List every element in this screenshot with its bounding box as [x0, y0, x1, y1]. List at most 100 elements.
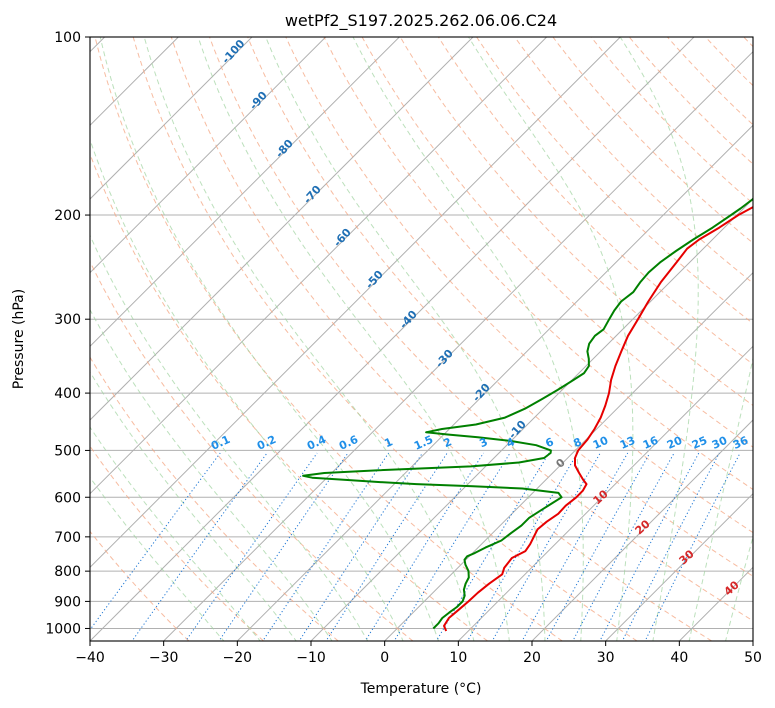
mixing-ratio-line	[572, 452, 675, 641]
x-tick-label: 0	[380, 650, 389, 666]
moist-adiabat-line	[725, 534, 753, 641]
moist-adiabat-label: 10	[591, 487, 611, 507]
dry-adiabat-line	[90, 260, 414, 641]
dry-adiabat-line	[705, 37, 753, 87]
dry-adiabat-line	[437, 37, 753, 365]
x-tick-label: 20	[523, 650, 541, 666]
mixing-ratio-label: 13	[618, 434, 637, 452]
y-tick-label: 700	[54, 530, 81, 546]
y-tick-label: 500	[54, 443, 81, 459]
isotherm-line	[90, 37, 253, 200]
mixing-ratio-label: 10	[591, 434, 611, 452]
moist-adiabat-line	[90, 138, 404, 641]
dry-adiabat-label: -70	[301, 183, 324, 207]
dry-adiabat-label: -50	[363, 268, 386, 292]
mixing-ratio-line	[466, 452, 579, 641]
dry-adiabat-line	[628, 37, 753, 165]
isotherm-line	[457, 345, 753, 641]
mixing-ratio-line	[185, 452, 318, 641]
mixing-ratio-label: 25	[690, 434, 709, 452]
mixing-ratio-label: 0.6	[337, 433, 360, 453]
dry-adiabat-line	[361, 37, 753, 448]
x-tick-label: −10	[296, 650, 326, 666]
plot-area	[90, 37, 753, 641]
mixing-ratio-line	[218, 452, 349, 641]
isotherm-line	[163, 50, 753, 641]
mixing-ratio-line	[599, 452, 700, 641]
mixing-ratio-label: 0.4	[305, 433, 328, 453]
isotherm-line	[752, 640, 753, 641]
isotherm-line	[236, 124, 753, 641]
dry-adiabat-line	[514, 37, 753, 284]
x-axis-label: Temperature (°C)	[360, 681, 482, 697]
x-tick-label: 50	[744, 650, 762, 666]
mixing-ratio-label: 8	[571, 435, 583, 450]
plot-frame	[89, 36, 754, 642]
mixing-ratio-line	[545, 452, 651, 641]
x-tick-label: −40	[75, 650, 105, 666]
moist-adiabat-line	[99, 37, 440, 641]
dry-adiabat-label: -80	[273, 137, 296, 161]
dry-adiabat-line	[399, 37, 753, 407]
moist-adiabat-line	[265, 37, 546, 641]
moist-adiabat-label: 0	[553, 456, 568, 471]
dry-adiabat-line	[90, 152, 488, 641]
temperature-profile-line	[443, 205, 753, 632]
moist-adiabat-line	[352, 37, 584, 641]
isotherm-line	[90, 37, 548, 495]
isotherm-line	[384, 271, 753, 641]
moist-adiabat-label: 20	[633, 517, 653, 537]
dry-adiabat-label: -20	[470, 381, 493, 405]
x-axis-ticks: −40 −30 −20 −10 0 10 20 30 40 50	[75, 641, 762, 666]
y-tick-label: 800	[54, 564, 81, 580]
moist-adiabat-line	[197, 37, 510, 641]
moist-adiabat-line	[468, 37, 634, 641]
mixing-ratio-line	[325, 452, 448, 641]
dewpoint-profile-line	[302, 197, 753, 630]
y-axis-ticks: 100 200 300 400 500 600 700 800 900 1000	[45, 30, 90, 637]
moist-adiabat-line	[90, 308, 333, 641]
mixing-ratio-label: 36	[731, 434, 751, 452]
moist-adiabat-line	[619, 37, 699, 641]
mixing-ratio-line	[621, 452, 720, 641]
y-tick-label: 1000	[45, 621, 81, 637]
dry-adiabat-label: -100	[219, 37, 247, 66]
dry-adiabat-line	[132, 37, 638, 641]
y-tick-label: 400	[54, 386, 81, 402]
dry-adiabat-line	[247, 37, 753, 577]
dry-adiabat-line	[170, 37, 712, 641]
mixing-ratio-line	[435, 452, 550, 641]
y-tick-label: 600	[54, 490, 81, 506]
dry-adiabat-line	[743, 37, 753, 48]
dry-adiabat-label: -30	[433, 347, 456, 371]
mixing-ratio-label: 30	[710, 434, 730, 452]
mixing-ratio-line	[393, 452, 511, 641]
x-tick-label: −30	[149, 650, 179, 666]
moist-adiabat-label: 30	[677, 547, 697, 567]
moist-adiabat-line	[90, 234, 369, 641]
dry-adiabat-line	[90, 356, 339, 641]
isotherm-line	[605, 492, 753, 641]
isotherm-line	[90, 37, 474, 421]
isotherm-line	[90, 37, 695, 641]
x-tick-label: 30	[597, 650, 615, 666]
chart-title: wetPf2_S197.2025.262.06.06.C24	[285, 11, 557, 31]
mixing-ratio-label: 16	[641, 434, 661, 452]
dry-adiabat-line	[552, 37, 753, 244]
mixing-ratio-line	[90, 452, 221, 631]
moist-adiabat-line	[90, 476, 225, 641]
y-tick-label: 900	[54, 594, 81, 610]
dry-adiabat-label: -90	[247, 89, 270, 113]
isotherm-line	[90, 37, 327, 274]
dry-adiabat-label: -60	[331, 226, 354, 250]
moist-adiabat-line	[90, 426, 261, 641]
mixing-ratio-label: 2	[441, 435, 453, 450]
x-tick-label: 40	[670, 650, 688, 666]
moist-adiabat-line	[688, 355, 753, 641]
isotherm-line	[531, 419, 753, 641]
dry-adiabat-line	[90, 530, 190, 641]
isotherm-line	[678, 566, 753, 641]
moist-adiabat-line	[90, 371, 297, 641]
mixing-ratio-label: 0.1	[209, 433, 232, 453]
